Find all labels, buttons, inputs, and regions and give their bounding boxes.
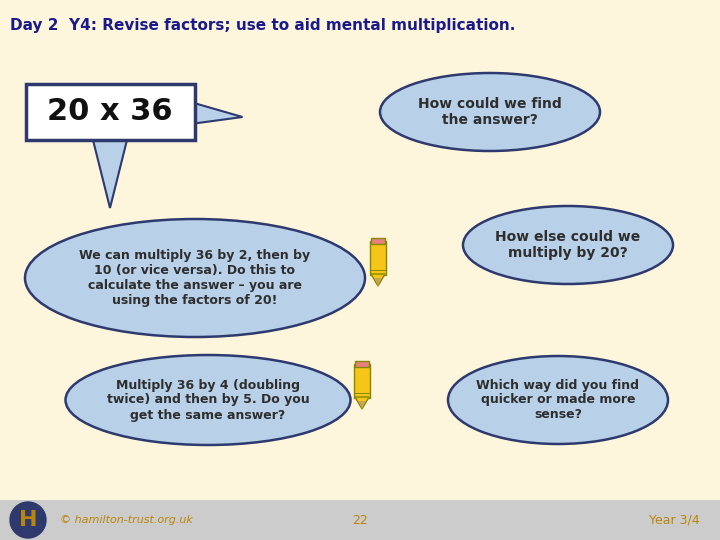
Polygon shape: [375, 278, 381, 286]
Text: How could we find
the answer?: How could we find the answer?: [418, 97, 562, 127]
Polygon shape: [359, 401, 365, 409]
Text: Day 2  Y4: Revise factors; use to aid mental multiplication.: Day 2 Y4: Revise factors; use to aid men…: [10, 18, 516, 33]
Ellipse shape: [463, 206, 673, 284]
Polygon shape: [371, 274, 385, 286]
Text: Year 3/4: Year 3/4: [649, 514, 700, 526]
Ellipse shape: [25, 219, 365, 337]
FancyBboxPatch shape: [354, 364, 370, 398]
Text: 20 x 36: 20 x 36: [48, 98, 173, 126]
Text: How else could we
multiply by 20?: How else could we multiply by 20?: [495, 230, 641, 260]
Ellipse shape: [66, 355, 351, 445]
Text: We can multiply 36 by 2, then by
10 (or vice versa). Do this to
calculate the an: We can multiply 36 by 2, then by 10 (or …: [79, 249, 310, 307]
FancyBboxPatch shape: [25, 84, 194, 140]
FancyBboxPatch shape: [355, 361, 369, 367]
Text: Multiply 36 by 4 (doubling
twice) and then by 5. Do you
get the same answer?: Multiply 36 by 4 (doubling twice) and th…: [107, 379, 310, 422]
Polygon shape: [355, 397, 369, 409]
FancyBboxPatch shape: [0, 500, 720, 540]
Text: 22: 22: [352, 514, 368, 526]
Text: H: H: [19, 510, 37, 530]
Circle shape: [10, 502, 46, 538]
FancyBboxPatch shape: [370, 241, 386, 275]
Ellipse shape: [380, 73, 600, 151]
Ellipse shape: [448, 356, 668, 444]
Polygon shape: [191, 102, 243, 124]
Text: © hamilton-trust.org.uk: © hamilton-trust.org.uk: [60, 515, 193, 525]
Text: Which way did you find
quicker or made more
sense?: Which way did you find quicker or made m…: [477, 379, 639, 422]
FancyBboxPatch shape: [371, 238, 385, 244]
Polygon shape: [92, 136, 128, 208]
